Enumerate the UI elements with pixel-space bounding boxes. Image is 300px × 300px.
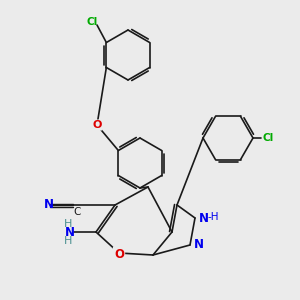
Text: C: C — [73, 207, 81, 217]
Text: H: H — [64, 236, 72, 246]
Text: Cl: Cl — [262, 133, 274, 143]
Text: N: N — [44, 199, 54, 212]
Text: N: N — [65, 226, 75, 238]
Text: H: H — [64, 219, 72, 229]
Text: O: O — [92, 120, 102, 130]
Text: O: O — [114, 248, 124, 260]
Text: Cl: Cl — [86, 17, 98, 27]
Text: N: N — [199, 212, 209, 224]
Text: -H: -H — [207, 212, 218, 222]
Text: N: N — [194, 238, 204, 251]
